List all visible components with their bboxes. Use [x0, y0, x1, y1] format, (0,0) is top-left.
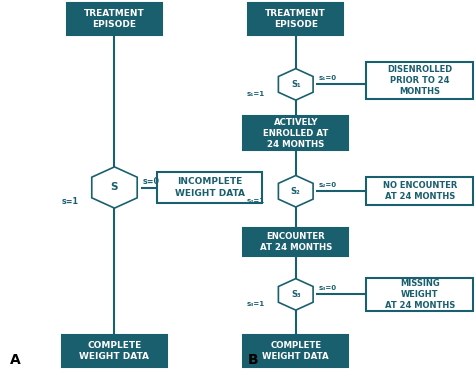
Text: COMPLETE
WEIGHT DATA: COMPLETE WEIGHT DATA [262, 340, 328, 361]
FancyBboxPatch shape [248, 3, 343, 35]
Text: s₃=1: s₃=1 [247, 301, 265, 307]
Polygon shape [278, 279, 312, 310]
Text: MISSING
WEIGHT
AT 24 MONTHS: MISSING WEIGHT AT 24 MONTHS [384, 279, 454, 310]
FancyBboxPatch shape [243, 334, 347, 367]
Text: s=0: s=0 [143, 177, 160, 186]
FancyBboxPatch shape [62, 334, 167, 367]
Text: B: B [248, 354, 258, 368]
Polygon shape [278, 69, 312, 100]
Polygon shape [278, 176, 312, 207]
Text: s=1: s=1 [62, 197, 79, 206]
Text: s₁=0: s₁=0 [317, 75, 336, 81]
Text: ENCOUNTER
AT 24 MONTHS: ENCOUNTER AT 24 MONTHS [259, 232, 331, 252]
Text: s₂=1: s₂=1 [247, 198, 265, 204]
Polygon shape [91, 167, 137, 208]
Text: TREATMENT
EPISODE: TREATMENT EPISODE [84, 9, 145, 29]
FancyBboxPatch shape [365, 177, 472, 206]
Text: COMPLETE
WEIGHT DATA: COMPLETE WEIGHT DATA [79, 340, 149, 361]
FancyBboxPatch shape [365, 278, 472, 311]
FancyBboxPatch shape [67, 3, 162, 35]
Text: s₂=0: s₂=0 [317, 182, 336, 188]
FancyBboxPatch shape [243, 116, 347, 150]
FancyBboxPatch shape [243, 228, 347, 256]
Text: S: S [110, 183, 118, 192]
Text: TREATMENT
EPISODE: TREATMENT EPISODE [265, 9, 326, 29]
Text: A: A [10, 354, 20, 368]
Text: s₃=0: s₃=0 [317, 285, 336, 291]
FancyBboxPatch shape [365, 62, 472, 99]
Text: NO ENCOUNTER
AT 24 MONTHS: NO ENCOUNTER AT 24 MONTHS [382, 181, 456, 201]
FancyBboxPatch shape [157, 172, 262, 203]
Text: S₃: S₃ [290, 290, 300, 299]
Text: DISENROLLED
PRIOR TO 24
MONTHS: DISENROLLED PRIOR TO 24 MONTHS [387, 65, 451, 96]
Text: S₂: S₂ [290, 187, 300, 196]
Text: S₁: S₁ [290, 80, 300, 89]
Text: s₁=1: s₁=1 [247, 91, 265, 97]
Text: ACTIVELY
ENROLLED AT
24 MONTHS: ACTIVELY ENROLLED AT 24 MONTHS [262, 117, 328, 149]
Text: INCOMPLETE
WEIGHT DATA: INCOMPLETE WEIGHT DATA [175, 177, 244, 198]
